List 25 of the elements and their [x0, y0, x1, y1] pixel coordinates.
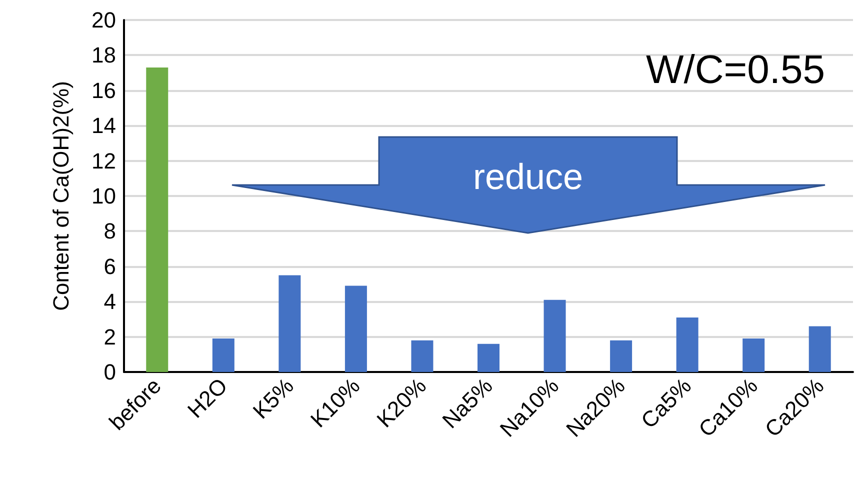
- bar: [742, 338, 765, 372]
- bar: [278, 275, 301, 372]
- y-tick-label: 6: [104, 254, 116, 279]
- y-tick-label: 0: [104, 360, 116, 384]
- bar: [478, 344, 500, 372]
- y-tick-label: 2: [104, 324, 116, 350]
- y-tick-label: 10: [92, 184, 116, 208]
- y-tick-label: 12: [92, 148, 116, 174]
- y-tick-label: 20: [92, 8, 116, 32]
- bar: [676, 317, 698, 372]
- y-axis-title: Content of Ca(OH)2(%): [48, 81, 74, 311]
- y-tick-label: 16: [92, 78, 116, 103]
- bar: [411, 340, 434, 372]
- bar: [610, 340, 632, 372]
- y-tick-label: 14: [92, 113, 116, 138]
- y-tick-label: 8: [104, 218, 116, 244]
- y-tick-label: 4: [104, 289, 116, 314]
- bar: [146, 68, 168, 372]
- bar: [544, 300, 566, 372]
- bar: [344, 286, 367, 372]
- y-tick-label: 18: [92, 42, 116, 68]
- bar: [808, 326, 831, 372]
- annotation: W/C=0.55: [646, 48, 825, 93]
- annotation: reduce: [472, 156, 584, 198]
- bar: [212, 338, 234, 372]
